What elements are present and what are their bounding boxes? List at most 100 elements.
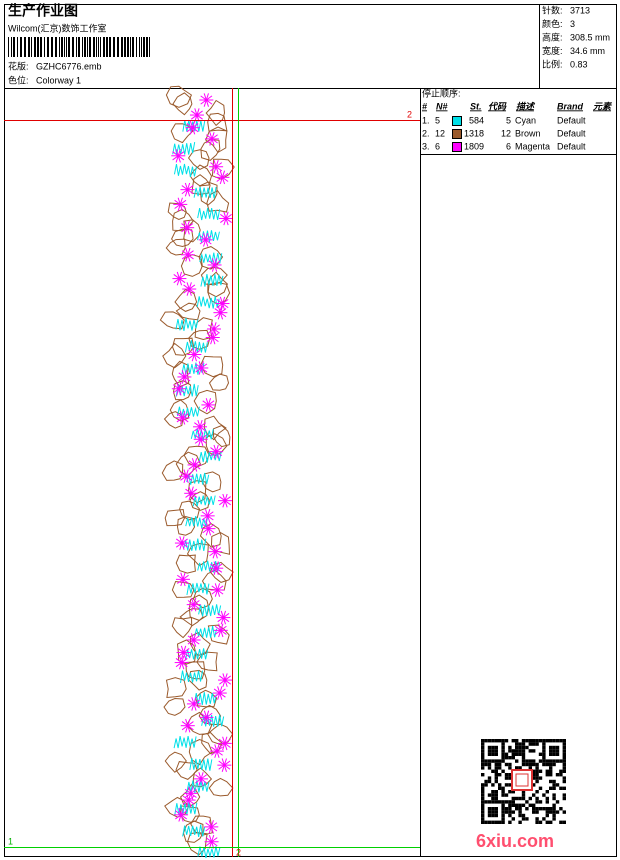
qr-module (552, 810, 556, 814)
stat-value: 0.83 (570, 59, 588, 69)
star-ray (221, 758, 225, 766)
star-ray (187, 254, 194, 260)
star-ray (214, 583, 218, 591)
star-ray (194, 422, 201, 428)
bar (113, 37, 115, 57)
stat-label: 高度: (542, 31, 563, 42)
star-ray (185, 475, 193, 481)
star-ray (221, 177, 226, 185)
star-ray (178, 278, 183, 286)
fill-stitch (189, 757, 213, 771)
star-ray (188, 464, 195, 470)
star-ray (215, 166, 219, 174)
marker: 2 (236, 847, 241, 857)
star-ray (193, 604, 200, 610)
bar (55, 37, 57, 57)
qr-module (481, 759, 485, 763)
star-ray (198, 367, 202, 375)
star-ray (203, 239, 207, 247)
star-ray (200, 95, 207, 101)
stitches: 584 (469, 115, 484, 125)
star-ray (185, 254, 189, 262)
qr-module (484, 783, 488, 787)
star-ray (198, 439, 202, 447)
qr-module (481, 786, 485, 790)
star-ray (189, 127, 194, 135)
star-ray (211, 264, 216, 272)
qr-module (515, 739, 519, 743)
star-ray (205, 404, 209, 412)
qr-module (491, 796, 495, 801)
star-ray (214, 544, 218, 552)
bar (127, 37, 129, 57)
star-ray (211, 138, 215, 146)
qr-module (511, 810, 515, 814)
star-ray (176, 574, 184, 580)
star-ray (185, 247, 189, 255)
qr-module (562, 810, 566, 814)
star-ray (209, 138, 213, 146)
qr-module (484, 739, 488, 743)
star-ray (220, 623, 224, 631)
outline (179, 500, 201, 521)
qr-module (491, 769, 495, 773)
qr-module (521, 745, 526, 750)
star-ray (178, 372, 185, 378)
colorway-label: 色位: (8, 74, 29, 85)
outline (174, 288, 198, 312)
qr-module (549, 739, 553, 743)
star-ray (214, 744, 218, 752)
star-ray (193, 697, 197, 705)
qr-module (487, 779, 492, 784)
star-ray (188, 799, 192, 807)
qr-module (559, 786, 563, 790)
qr-module (545, 813, 549, 818)
star-ray (181, 538, 188, 544)
outline (172, 380, 192, 401)
bar (84, 37, 86, 57)
qr-module (545, 796, 549, 801)
star-ray (185, 718, 189, 726)
star-ray (187, 635, 194, 641)
star-ray (181, 223, 188, 229)
star-ray (210, 826, 218, 832)
bar (37, 37, 39, 57)
star-ray (176, 388, 180, 396)
qr-module (494, 793, 498, 797)
star-ray (200, 439, 204, 447)
star-ray (176, 271, 180, 279)
outline (165, 677, 187, 699)
bar (34, 37, 36, 57)
qr-module (491, 800, 495, 804)
star-ray (192, 123, 199, 129)
qr-module (481, 773, 485, 777)
star-ray (186, 282, 190, 290)
star-ray (214, 551, 222, 557)
qr-module (508, 783, 512, 787)
qr-module (552, 783, 556, 787)
star-ray (200, 438, 207, 444)
bar (124, 37, 126, 57)
star-ray (193, 703, 197, 711)
star-ray (184, 788, 192, 794)
qr-module (494, 739, 498, 743)
star-ray (224, 493, 228, 501)
star-ray (216, 750, 220, 758)
qr-module (501, 742, 505, 746)
star-ray (200, 778, 207, 784)
bar (100, 37, 101, 57)
outline (208, 777, 234, 797)
fill-stitch (199, 252, 223, 264)
outline (189, 631, 211, 657)
star-ray (188, 795, 195, 801)
qr-module (562, 739, 566, 743)
star-ray (215, 166, 223, 172)
qr-module (521, 749, 526, 753)
qr-module (532, 769, 536, 773)
star-ray (184, 189, 188, 197)
star-ray (203, 717, 207, 725)
qr-module (552, 752, 556, 756)
star-ray (177, 648, 184, 653)
qr-module (487, 766, 492, 770)
star-ray (210, 563, 217, 569)
